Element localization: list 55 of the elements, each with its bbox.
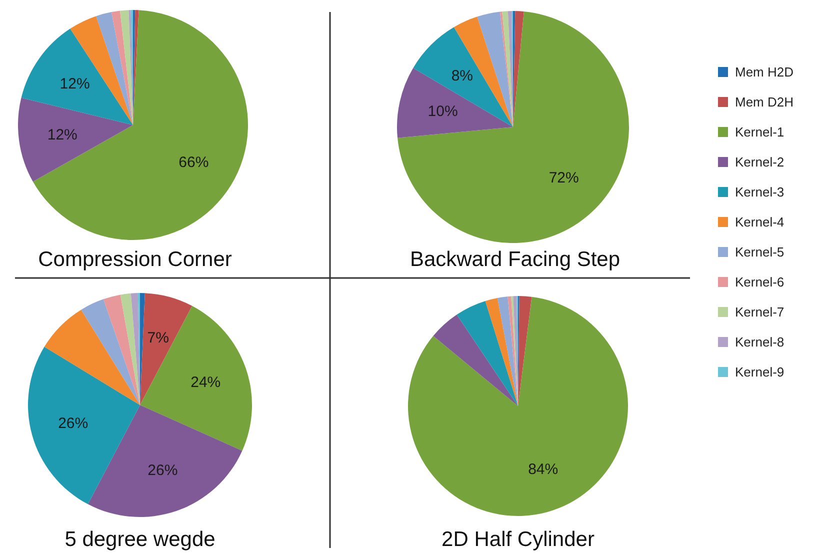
text: 2D Half Cylinder xyxy=(442,528,594,551)
pie-slice xyxy=(140,293,192,405)
pie-slice xyxy=(130,293,140,405)
legend-label: Kernel-4 xyxy=(735,214,784,230)
pie-slice xyxy=(456,300,518,406)
data-label: 12% xyxy=(47,126,78,144)
pie-slice xyxy=(103,294,140,405)
pie-slice xyxy=(477,12,513,127)
legend-label: Kernel-3 xyxy=(735,184,784,200)
legend-label: Kernel-7 xyxy=(735,304,784,320)
pie-slice xyxy=(28,346,140,504)
legend-label: Kernel-1 xyxy=(735,124,784,140)
pie-slice xyxy=(513,11,524,127)
pie-slice xyxy=(111,10,133,125)
pie-slice xyxy=(413,27,513,127)
text: Compression Corner xyxy=(38,248,232,271)
data-label: 72% xyxy=(548,169,579,186)
pie-slice xyxy=(497,296,518,406)
legend-label: Kernel-9 xyxy=(735,364,784,380)
pie-slice xyxy=(21,28,133,125)
data-label: 10% xyxy=(428,102,458,120)
legend-label: Mem H2D xyxy=(735,64,794,80)
pie-slice xyxy=(140,306,252,451)
data-label: 66% xyxy=(178,154,209,171)
pie-slice xyxy=(81,299,140,405)
legend-label: Kernel-2 xyxy=(735,154,784,170)
pie-slice xyxy=(508,296,518,406)
data-label: 26% xyxy=(58,415,88,432)
text: Backward Facing Step xyxy=(410,248,620,271)
legend-label: Kernel-8 xyxy=(735,334,784,350)
pie-slice xyxy=(18,98,133,182)
data-label: 8% xyxy=(451,68,473,85)
pie-slice xyxy=(500,12,513,127)
data-label: 12% xyxy=(60,75,90,92)
pie-slice xyxy=(485,298,518,406)
data-label: 24% xyxy=(190,374,221,391)
legend-label: Mem D2H xyxy=(735,94,794,110)
legend-label: Kernel-6 xyxy=(735,274,784,290)
pie-slice xyxy=(120,10,133,125)
pie-slice xyxy=(120,293,140,405)
pie-slice xyxy=(32,10,248,240)
text: 5 degree wegde xyxy=(64,528,216,551)
pie-slice xyxy=(88,405,242,517)
pie-slice xyxy=(96,12,133,125)
pie-slice xyxy=(518,296,532,406)
pie-slice xyxy=(408,296,628,516)
pie-slice xyxy=(397,68,513,138)
pie-slice xyxy=(398,12,629,243)
data-label: 84% xyxy=(528,460,558,478)
pie-slice xyxy=(44,310,140,405)
data-label: 7% xyxy=(147,329,169,346)
pie-slice xyxy=(433,314,518,406)
legend-label: Kernel-5 xyxy=(735,244,784,260)
data-label: 26% xyxy=(148,462,178,480)
pie-slice xyxy=(502,11,513,127)
